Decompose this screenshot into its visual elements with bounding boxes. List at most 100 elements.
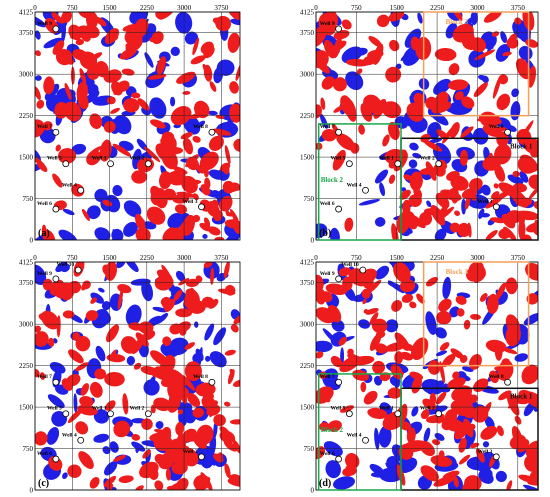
red-facies-patch [525,262,538,281]
red-facies-patch [178,385,188,404]
blue-facies-patch [507,174,524,185]
red-facies-patch [131,433,141,441]
red-facies-patch [206,404,221,417]
red-facies-patch [199,222,212,232]
blue-facies-patch [415,123,421,130]
red-facies-patch [57,148,77,164]
red-facies-patch [154,429,168,435]
red-facies-patch [320,97,326,110]
red-facies-patch [375,330,386,339]
red-facies-patch [35,119,45,138]
blue-facies-patch [519,171,529,183]
red-facies-patch [212,209,223,222]
x-tick-label: 3750 [214,4,229,12]
blue-facies-patch [90,292,104,304]
x-tick-label: 750 [351,254,362,262]
red-facies-patch [367,407,388,419]
map-panel-a: 0 750 1500 2250 3000 3750 4125 3750 3000 2250 1500… [19,4,241,245]
blue-facies-patch [141,280,153,302]
red-facies-patch [372,360,386,374]
red-facies-patch [228,474,240,484]
blue-facies-patch [35,75,42,81]
red-facies-patch [530,145,538,158]
red-facies-patch [344,453,360,469]
red-facies-patch [316,307,336,324]
well-marker [198,203,205,211]
map-frame [34,261,241,491]
red-facies-patch [118,475,134,484]
red-facies-patch [493,183,499,189]
red-facies-patch [153,397,171,412]
red-facies-patch [528,174,538,190]
red-facies-patch [208,298,219,309]
red-facies-patch [78,12,91,19]
well-marker [74,266,82,274]
red-facies-patch [436,129,449,140]
map-frame [34,11,241,241]
red-facies-patch [121,68,135,76]
blue-facies-patch [98,287,105,293]
red-facies-patch [90,297,98,304]
red-facies-patch [140,365,158,376]
red-facies-patch [454,210,461,216]
red-facies-patch [36,160,48,172]
well-label: Well 1 [379,156,394,162]
red-facies-patch [52,40,65,55]
red-facies-patch [113,454,126,462]
red-facies-patch [215,15,232,32]
blue-facies-patch [442,276,452,300]
red-facies-patch [174,108,185,125]
red-facies-patch [425,276,439,287]
red-facies-patch [161,264,172,281]
red-facies-patch [403,174,413,181]
well-marker [52,205,60,213]
block-2-outline [317,123,402,241]
red-facies-patch [387,387,402,399]
blue-facies-patch [116,262,126,269]
red-facies-patch [336,133,355,151]
red-facies-patch [196,424,214,445]
blue-facies-patch [374,265,390,280]
blue-facies-patch [385,319,399,333]
red-facies-patch [208,135,224,151]
red-facies-patch [176,71,196,84]
red-facies-patch [218,288,236,295]
y-tick-label: 2250 [300,112,315,120]
red-facies-patch [323,39,336,59]
red-facies-patch [183,293,201,311]
blue-facies-patch [387,281,405,290]
red-facies-patch [452,371,460,380]
x-tick-label: 2250 [430,254,445,262]
red-facies-patch [450,348,465,360]
well-label: Well 3 [183,199,198,205]
red-facies-patch [381,101,402,119]
red-facies-patch [503,226,517,240]
x-tick-label: 1500 [390,254,405,262]
y-tick-label: 750 [23,195,34,203]
blue-facies-patch [168,337,189,356]
red-facies-patch [105,262,117,281]
red-facies-patch [75,421,89,435]
red-facies-patch [430,205,446,226]
blue-facies-patch [202,234,208,239]
red-facies-patch [162,227,176,240]
well-label: Well 7 [37,374,52,380]
blue-facies-patch [95,345,106,362]
red-facies-patch [202,63,211,77]
red-facies-patch [224,463,231,479]
x-tick-label: 3750 [511,254,526,262]
red-facies-patch [518,474,538,484]
red-facies-patch [483,12,502,23]
red-facies-patch [495,282,507,301]
y-tick-label: 4125 [300,259,315,267]
red-facies-patch [112,143,131,157]
red-facies-patch [190,55,206,65]
well-label: Well 1 [92,406,107,412]
red-facies-patch [213,414,226,427]
blue-facies-patch [477,75,489,82]
red-facies-patch [149,37,156,43]
block-2-outline [317,373,402,491]
red-facies-patch [86,65,100,80]
blue-facies-patch [73,393,78,413]
